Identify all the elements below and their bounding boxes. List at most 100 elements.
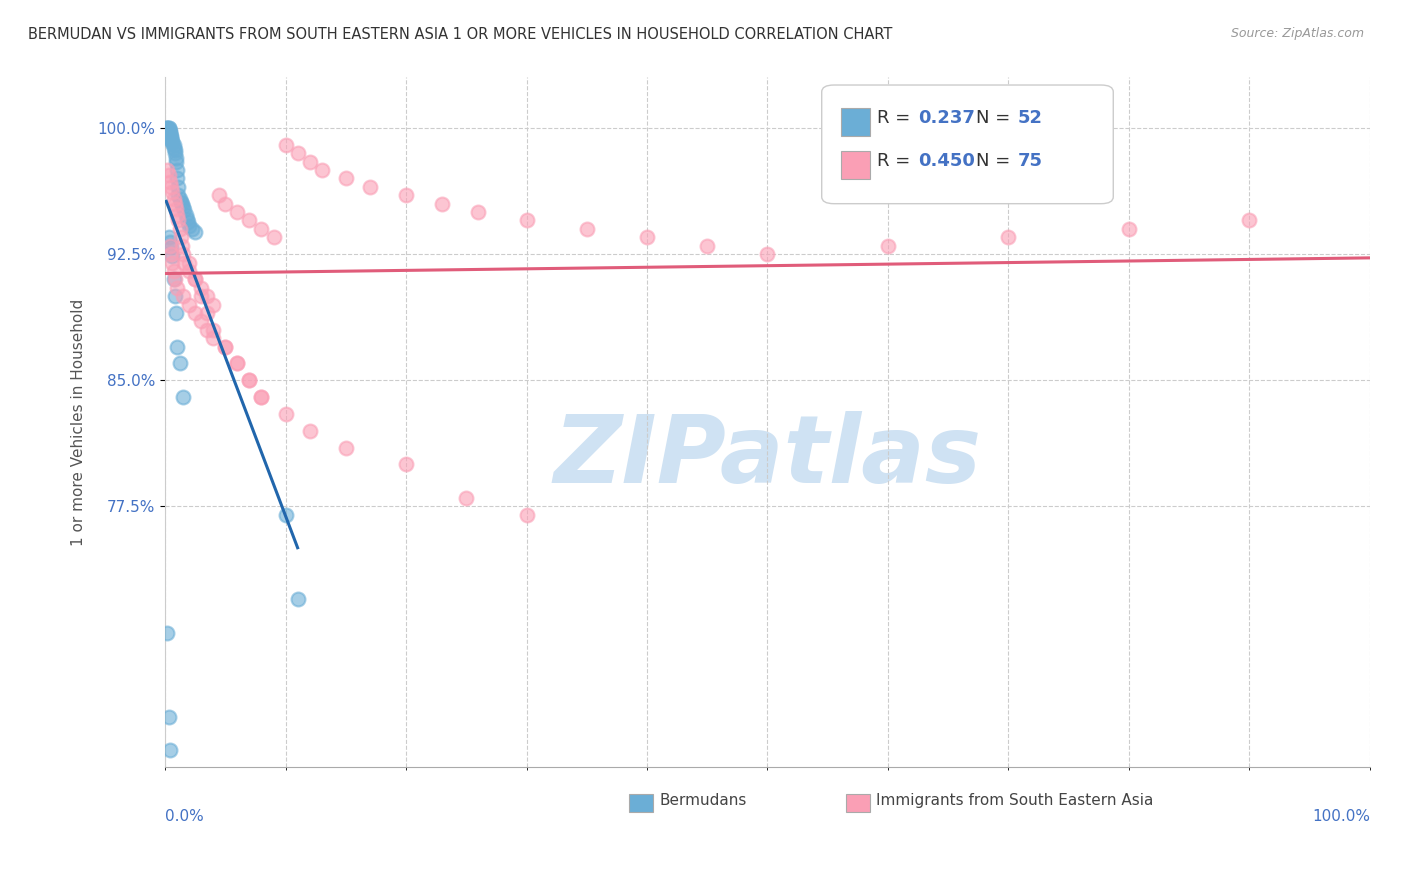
Point — [159, 235, 181, 250]
Point — [167, 188, 190, 202]
Point — [160, 240, 183, 254]
Point — [157, 120, 180, 135]
Point — [162, 255, 184, 269]
Point — [159, 126, 181, 140]
Point — [395, 188, 418, 202]
Point — [170, 196, 193, 211]
Point — [214, 340, 236, 354]
Point — [179, 264, 201, 278]
Point — [162, 192, 184, 206]
Point — [335, 441, 357, 455]
FancyBboxPatch shape — [841, 109, 870, 136]
Text: BERMUDAN VS IMMIGRANTS FROM SOUTH EASTERN ASIA 1 OR MORE VEHICLES IN HOUSEHOLD C: BERMUDAN VS IMMIGRANTS FROM SOUTH EASTER… — [28, 27, 893, 42]
Point — [166, 163, 188, 178]
Point — [167, 179, 190, 194]
FancyBboxPatch shape — [628, 794, 652, 812]
Point — [298, 154, 321, 169]
FancyBboxPatch shape — [821, 85, 1114, 203]
Point — [163, 272, 186, 286]
Text: ZIPatlas: ZIPatlas — [554, 411, 981, 503]
Point — [430, 196, 453, 211]
Point — [165, 154, 187, 169]
Point — [636, 230, 658, 244]
Point — [250, 222, 273, 236]
Text: 100.0%: 100.0% — [1312, 809, 1369, 823]
Point — [202, 323, 225, 337]
Point — [287, 146, 309, 161]
Point — [696, 238, 718, 252]
Point — [157, 168, 180, 182]
Point — [162, 249, 184, 263]
Point — [274, 508, 297, 522]
Point — [515, 508, 537, 522]
Text: 52: 52 — [1018, 109, 1043, 128]
Text: N =: N = — [976, 109, 1017, 128]
Text: 0.450: 0.450 — [918, 152, 974, 169]
Point — [159, 175, 181, 189]
FancyBboxPatch shape — [846, 794, 870, 812]
Point — [173, 255, 195, 269]
Point — [208, 188, 231, 202]
Point — [156, 625, 179, 640]
Text: N =: N = — [976, 152, 1017, 169]
Point — [174, 208, 197, 222]
Point — [170, 230, 193, 244]
Point — [169, 222, 191, 236]
Point — [274, 137, 297, 152]
Point — [226, 356, 249, 370]
Point — [165, 202, 187, 216]
Point — [467, 205, 489, 219]
Point — [166, 281, 188, 295]
Point — [395, 458, 418, 472]
Point — [238, 373, 260, 387]
Text: R =: R = — [877, 152, 917, 169]
Point — [359, 179, 381, 194]
Point — [575, 222, 598, 236]
Point — [172, 247, 194, 261]
Point — [157, 122, 180, 136]
Point — [184, 306, 207, 320]
Text: 75: 75 — [1018, 152, 1043, 169]
Point — [159, 743, 181, 757]
Point — [202, 331, 225, 345]
Point — [159, 128, 181, 142]
Point — [160, 179, 183, 194]
Point — [179, 219, 201, 233]
Point — [1118, 222, 1140, 236]
Text: 0.0%: 0.0% — [165, 809, 204, 823]
Point — [190, 314, 212, 328]
Point — [335, 171, 357, 186]
Point — [756, 247, 779, 261]
Point — [159, 238, 181, 252]
Point — [238, 213, 260, 227]
Point — [202, 297, 225, 311]
Point — [162, 137, 184, 152]
Point — [298, 424, 321, 438]
Point — [162, 136, 184, 150]
Point — [163, 196, 186, 211]
Point — [226, 356, 249, 370]
Point — [1239, 213, 1261, 227]
Point — [287, 592, 309, 607]
Point — [195, 306, 218, 320]
Point — [184, 272, 207, 286]
Point — [160, 133, 183, 147]
Point — [172, 390, 194, 404]
Point — [157, 120, 180, 135]
Point — [167, 213, 190, 227]
Point — [165, 151, 187, 165]
Point — [160, 247, 183, 261]
Point — [160, 129, 183, 144]
Point — [250, 390, 273, 404]
Point — [162, 272, 184, 286]
Point — [177, 215, 200, 229]
Point — [155, 120, 177, 135]
Point — [163, 289, 186, 303]
Point — [170, 238, 193, 252]
Point — [179, 297, 201, 311]
Point — [238, 373, 260, 387]
Point — [160, 131, 183, 145]
FancyBboxPatch shape — [841, 152, 870, 178]
Point — [173, 203, 195, 218]
Point — [456, 491, 478, 505]
